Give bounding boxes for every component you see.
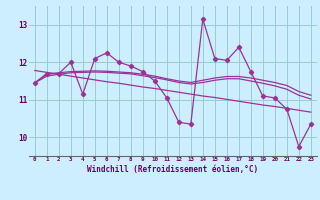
X-axis label: Windchill (Refroidissement éolien,°C): Windchill (Refroidissement éolien,°C) bbox=[87, 165, 258, 174]
